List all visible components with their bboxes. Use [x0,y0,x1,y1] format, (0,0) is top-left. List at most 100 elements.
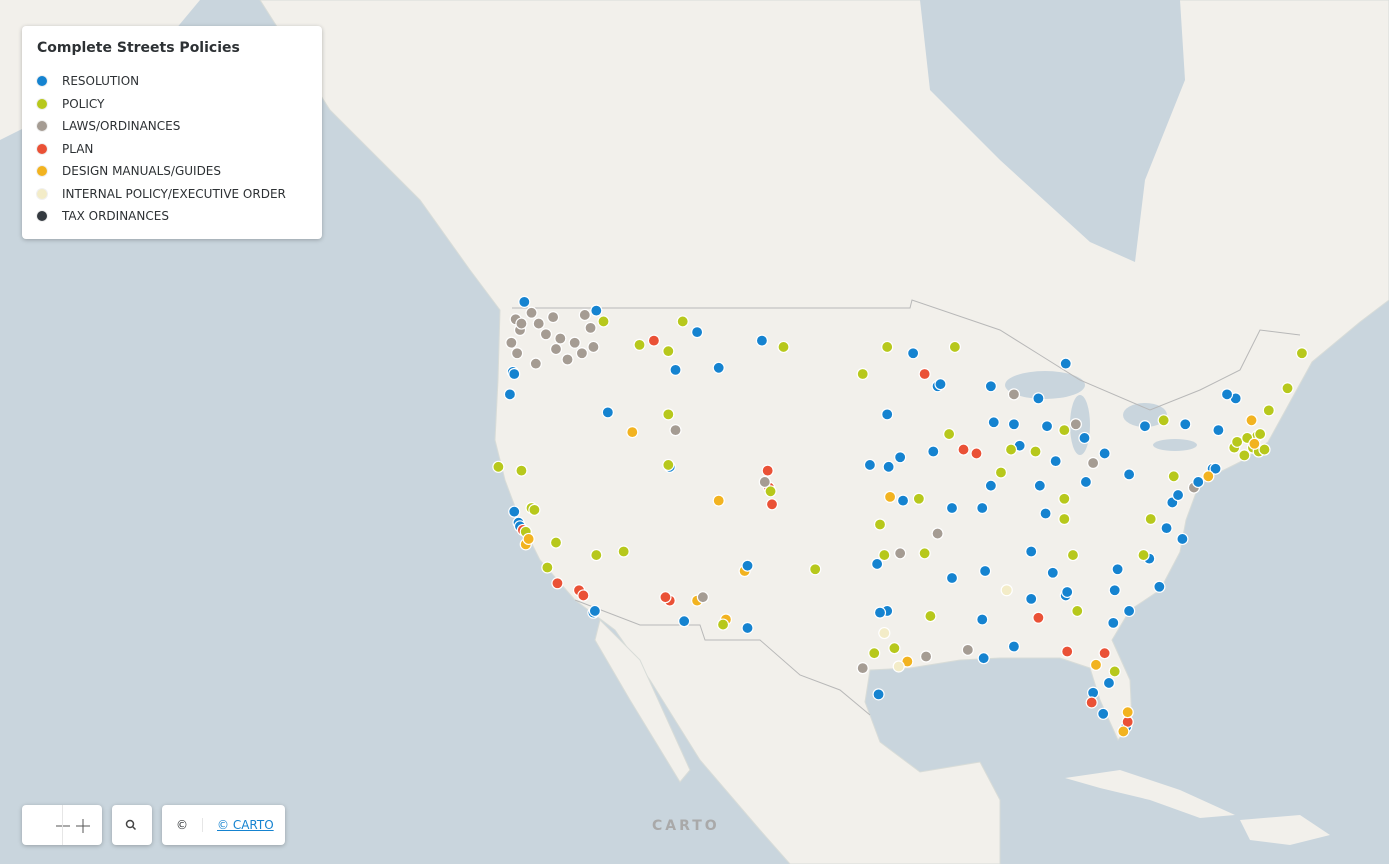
policy-point[interactable] [1262,404,1275,417]
policy-point[interactable] [1202,470,1215,483]
policy-point[interactable] [588,604,601,618]
policy-point[interactable] [976,613,989,626]
policy-point[interactable] [716,618,730,631]
policy-point[interactable] [539,328,553,341]
policy-point[interactable] [1098,447,1111,460]
policy-point[interactable] [505,336,518,349]
policy-point[interactable] [551,577,564,590]
policy-point[interactable] [1000,584,1013,597]
policy-point[interactable] [883,490,897,503]
policy-point[interactable] [894,547,907,560]
policy-point[interactable] [1071,604,1084,618]
policy-point[interactable] [878,626,891,640]
policy-point[interactable] [1157,414,1170,427]
policy-point[interactable] [532,317,545,330]
policy-point[interactable] [1069,418,1082,431]
policy-point[interactable] [1032,392,1045,405]
policy-point[interactable] [1176,532,1189,546]
policy-point[interactable] [881,408,894,421]
policy-point[interactable] [755,334,769,347]
policy-point[interactable] [1049,454,1062,468]
policy-point[interactable] [669,363,682,376]
policy-point[interactable] [871,557,884,571]
policy-point[interactable] [1123,604,1136,618]
policy-point[interactable] [712,361,725,374]
policy-point[interactable] [1254,427,1267,441]
policy-point[interactable] [662,408,675,421]
policy-point[interactable] [1179,418,1192,431]
policy-point[interactable] [868,647,881,660]
policy-point[interactable] [597,315,610,328]
policy-point[interactable] [590,548,603,562]
policy-point[interactable] [1121,706,1134,719]
policy-point[interactable] [1171,488,1185,502]
policy-point[interactable] [1295,347,1309,360]
policy-point[interactable] [881,340,894,354]
policy-point[interactable] [659,591,672,604]
policy-point[interactable] [1040,420,1054,433]
policy-point[interactable] [907,347,920,360]
policy-point[interactable] [633,338,646,351]
policy-point[interactable] [662,345,675,358]
policy-point[interactable] [873,606,887,619]
policy-point[interactable] [856,367,869,381]
policy-point[interactable] [1167,470,1180,483]
policy-point[interactable] [1058,492,1071,505]
policy-point[interactable] [1025,592,1038,605]
policy-point[interactable] [761,464,774,477]
policy-point[interactable] [1138,420,1152,433]
policy-point[interactable] [758,475,771,489]
policy-point[interactable] [1212,424,1225,437]
policy-point[interactable] [601,406,614,419]
policy-point[interactable] [1192,475,1205,489]
policy-point[interactable] [945,501,959,515]
policy-point[interactable] [894,451,907,464]
policy-point[interactable] [1123,468,1136,481]
policy-point[interactable] [1258,443,1271,456]
policy-point[interactable] [1209,462,1222,475]
policy-point[interactable] [948,340,961,354]
policy-point[interactable] [568,336,581,349]
policy-point[interactable] [1046,566,1059,579]
policy-point[interactable] [1061,645,1074,658]
policy-point[interactable] [503,388,517,401]
policy-point[interactable] [1108,584,1121,597]
policy-point[interactable] [1061,585,1074,599]
policy-point[interactable] [662,458,675,472]
policy-point[interactable] [1107,616,1120,629]
policy-point[interactable] [878,548,891,562]
policy-point[interactable] [492,460,505,473]
policy-point[interactable] [522,532,535,546]
policy-point[interactable] [912,492,925,505]
policy-point[interactable] [934,378,947,391]
policy-point[interactable] [1102,676,1116,690]
policy-point[interactable] [578,308,591,322]
policy-point[interactable] [764,485,777,498]
policy-point[interactable] [984,479,997,492]
policy-point[interactable] [1144,512,1157,526]
search-button[interactable] [112,805,152,845]
policy-point[interactable] [977,652,990,665]
attribution-link[interactable]: © CARTO [217,818,274,832]
policy-point[interactable] [1238,449,1251,462]
policy-point[interactable] [924,609,937,623]
policy-point[interactable] [918,367,931,381]
policy-point[interactable] [1087,456,1100,470]
policy-point[interactable] [1245,414,1258,427]
policy-point[interactable] [927,445,940,458]
policy-point[interactable] [1089,658,1103,671]
policy-point[interactable] [515,464,528,477]
policy-point[interactable] [1033,479,1046,492]
policy-point[interactable] [1007,388,1021,401]
policy-point[interactable] [979,564,992,578]
policy-point[interactable] [549,342,563,356]
policy-point[interactable] [669,424,682,437]
policy-point[interactable] [777,340,790,354]
policy-point[interactable] [994,466,1008,479]
policy-point[interactable] [575,347,589,360]
policy-point[interactable] [547,311,560,324]
policy-point[interactable] [1137,548,1150,562]
policy-point[interactable] [590,304,603,317]
policy-point[interactable] [676,315,689,328]
policy-point[interactable] [896,494,910,507]
